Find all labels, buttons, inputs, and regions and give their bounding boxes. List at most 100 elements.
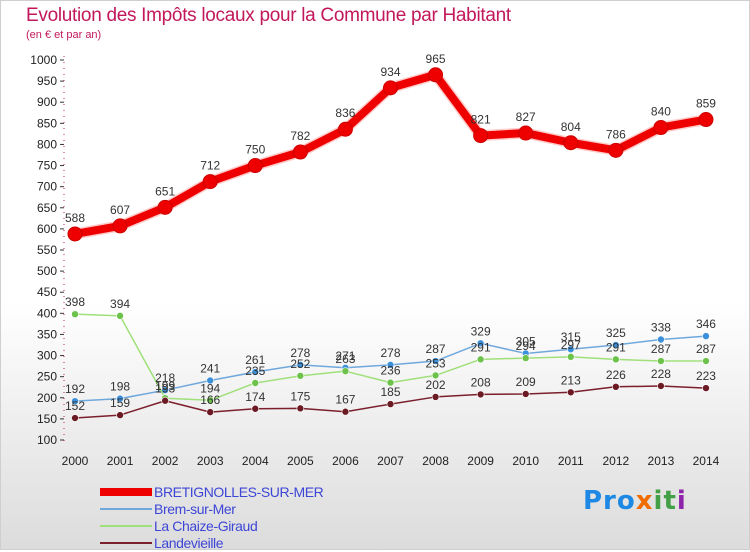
- data-label: 329: [471, 324, 491, 338]
- y-tick-label: 800: [37, 137, 57, 151]
- data-label: 394: [110, 297, 130, 311]
- y-tick-label: 700: [37, 180, 57, 194]
- data-point: [476, 355, 485, 364]
- data-label: 192: [65, 382, 85, 396]
- legend-label: La Chaize-Giraud: [154, 518, 258, 534]
- chart-subtitle: (en € et par an): [26, 29, 102, 41]
- data-label: 934: [380, 65, 400, 79]
- data-point: [341, 367, 350, 375]
- x-tick-label: 2002: [152, 454, 179, 468]
- data-label: 235: [245, 364, 265, 378]
- data-point: [521, 390, 530, 398]
- data-point: [702, 332, 710, 340]
- data-label: 208: [471, 375, 491, 389]
- x-tick-label: 2010: [512, 454, 539, 468]
- y-tick-label: 100: [37, 433, 57, 447]
- data-label: 213: [561, 373, 581, 387]
- data-point: [161, 396, 169, 405]
- data-point: [566, 388, 575, 397]
- data-point: [206, 408, 215, 416]
- data-point: [206, 376, 215, 385]
- data-point: [431, 357, 440, 365]
- y-tick-label: 450: [37, 285, 57, 299]
- y-tick-label: 400: [37, 306, 57, 320]
- data-label: 786: [606, 127, 626, 141]
- data-point: [71, 397, 79, 405]
- x-tick-label: 2009: [467, 454, 494, 468]
- y-tick-label: 650: [37, 201, 57, 215]
- x-tick-label: 2008: [422, 454, 449, 468]
- data-point: [386, 378, 395, 387]
- x-tick-label: 2006: [332, 454, 359, 468]
- y-tick-label: 900: [37, 95, 57, 109]
- data-label: 325: [606, 326, 626, 340]
- data-point: [296, 361, 305, 369]
- x-tick-label: 2012: [602, 454, 629, 468]
- data-point: [428, 67, 444, 83]
- data-point: [382, 80, 398, 96]
- data-label: 167: [335, 393, 355, 407]
- data-label: 338: [651, 321, 671, 335]
- data-point: [251, 368, 260, 376]
- data-point: [116, 312, 124, 320]
- legend-label: Brem-sur-Mer: [154, 501, 236, 517]
- y-tick-label: 150: [37, 412, 57, 426]
- data-point: [476, 339, 485, 348]
- data-label: 236: [380, 364, 400, 378]
- data-point: [161, 386, 169, 394]
- data-label: 185: [380, 385, 400, 399]
- data-point: [657, 357, 665, 365]
- series-brem-sur-mer: [71, 332, 710, 405]
- data-label: 152: [65, 399, 85, 413]
- data-label: 226: [606, 368, 626, 382]
- y-tick-label: 600: [37, 222, 57, 236]
- y-tick-label: 1000: [30, 53, 57, 67]
- legend-swatch: [100, 525, 152, 527]
- y-tick-label: 300: [37, 349, 57, 363]
- data-label: 287: [426, 342, 446, 356]
- y-tick-label: 550: [37, 243, 57, 257]
- data-label: 287: [651, 342, 671, 356]
- data-point: [296, 372, 305, 380]
- data-point: [202, 174, 218, 190]
- x-tick-label: 2005: [287, 454, 314, 468]
- data-label: 223: [696, 369, 716, 383]
- legend-swatch: [100, 508, 152, 510]
- data-point: [657, 382, 665, 390]
- data-label: 750: [245, 143, 265, 157]
- data-point: [566, 353, 575, 361]
- data-label: 827: [516, 110, 536, 124]
- data-point: [157, 199, 173, 215]
- data-point: [608, 142, 624, 158]
- data-label: 836: [335, 106, 355, 120]
- y-tick-label: 200: [37, 391, 57, 405]
- data-point: [698, 112, 714, 128]
- data-label: 175: [290, 389, 310, 403]
- data-label: 278: [380, 346, 400, 360]
- data-point: [71, 310, 79, 318]
- data-point: [112, 218, 128, 234]
- y-tick-label: 250: [37, 370, 57, 384]
- y-tick-label: 350: [37, 327, 57, 341]
- data-point: [386, 361, 395, 369]
- data-label: 252: [290, 357, 310, 371]
- data-point: [337, 121, 353, 137]
- data-label: 202: [426, 378, 446, 392]
- data-point: [341, 407, 350, 416]
- data-label: 651: [155, 184, 175, 198]
- data-point: [206, 396, 215, 405]
- series-landevieille: [71, 382, 710, 422]
- data-point: [296, 404, 305, 413]
- data-label: 804: [561, 120, 581, 134]
- x-tick-label: 2001: [107, 454, 134, 468]
- data-point: [612, 382, 620, 391]
- data-label: 193: [155, 382, 175, 396]
- data-label: 821: [471, 113, 491, 127]
- data-point: [476, 390, 485, 399]
- data-label: 174: [245, 390, 265, 404]
- data-point: [116, 394, 124, 403]
- x-tick-label: 2011: [558, 454, 584, 468]
- data-label: 198: [110, 380, 130, 394]
